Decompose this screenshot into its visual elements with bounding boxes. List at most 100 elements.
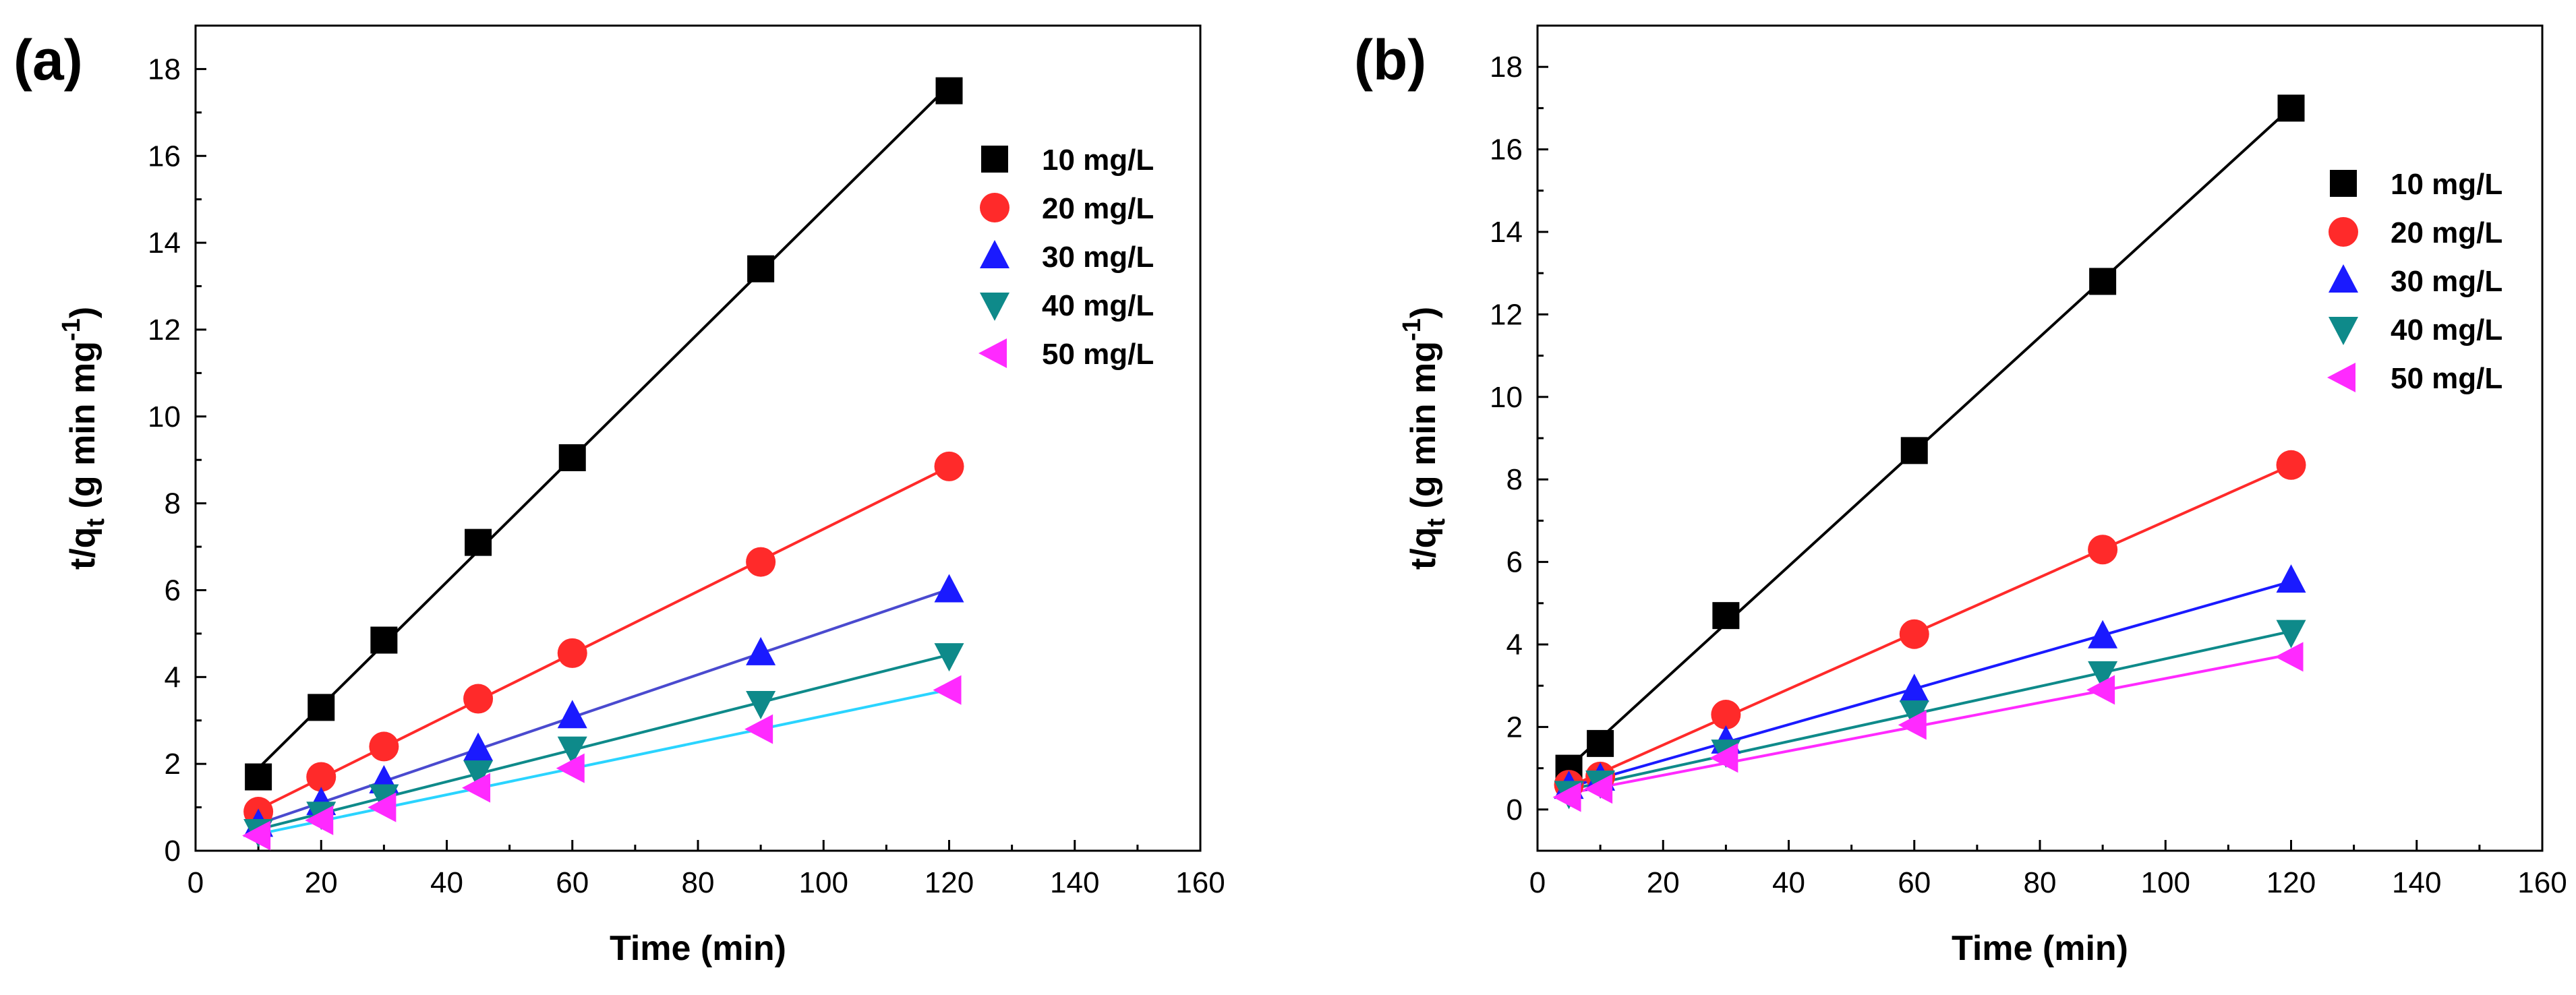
data-point-series-2 — [557, 638, 587, 668]
y-tick-label: 10 — [1490, 381, 1523, 414]
y-tick-label: 8 — [165, 487, 181, 520]
x-tick-label: 100 — [799, 866, 848, 899]
data-point-series-3 — [463, 732, 494, 761]
data-point-series-1 — [1587, 729, 1614, 757]
y-axis-title-unit: (g min mg — [1404, 341, 1443, 518]
y-axis-title-close: ) — [1404, 307, 1443, 318]
fit-line-series-3 — [258, 588, 950, 826]
legend-label: 10 mg/L — [2391, 168, 2502, 201]
data-point-series-4 — [746, 690, 776, 719]
y-axis-title-superscript: -1 — [57, 318, 86, 341]
data-point-series-3 — [746, 636, 776, 665]
legend-marker — [981, 146, 1008, 173]
x-tick-label: 0 — [1529, 866, 1546, 899]
data-point-series-5 — [933, 675, 962, 705]
legend-label: 50 mg/L — [2391, 362, 2502, 395]
x-axis-title: Time (min) — [1952, 929, 2128, 968]
y-tick-label: 10 — [148, 400, 181, 433]
y-tick-label: 4 — [165, 661, 181, 694]
data-point-series-1 — [465, 529, 492, 556]
x-axis-title: Time (min) — [610, 929, 786, 968]
legend-label: 40 mg/L — [1042, 289, 1154, 322]
legend-marker — [980, 293, 1009, 321]
y-axis-title-main: t/q — [1404, 527, 1443, 570]
fit-line-series-3 — [1569, 580, 2292, 789]
y-tick-label: 6 — [1506, 546, 1523, 579]
data-point-series-4 — [369, 784, 399, 813]
data-point-series-2 — [1899, 619, 1929, 649]
y-tick-label: 2 — [1506, 711, 1523, 744]
x-tick-label: 80 — [682, 866, 715, 899]
data-point-series-2 — [934, 451, 964, 481]
data-point-series-2 — [746, 547, 776, 577]
y-tick-label: 6 — [165, 574, 181, 607]
data-point-series-5 — [305, 805, 334, 835]
fit-line-series-5 — [258, 688, 949, 836]
fit-line-series-2 — [258, 465, 950, 811]
data-point-series-3 — [934, 574, 964, 603]
fit-line-series-1 — [1568, 107, 2292, 768]
y-axis-title: t/qt (g min mg-1) — [1398, 307, 1451, 570]
data-point-series-4 — [557, 736, 587, 765]
legend-label: 50 mg/L — [1042, 338, 1154, 371]
legend-label: 20 mg/L — [2391, 216, 2502, 249]
fit-line-series-1 — [257, 84, 950, 770]
x-tick-label: 100 — [2141, 866, 2190, 899]
y-tick-label: 18 — [1490, 51, 1523, 84]
fit-line-series-2 — [1568, 464, 2292, 789]
data-point-series-2 — [463, 684, 494, 714]
x-tick-label: 60 — [1898, 866, 1931, 899]
y-axis-title: t/qt (g min mg-1) — [57, 307, 110, 570]
y-axis-title-subscript: t — [1422, 518, 1451, 527]
data-point-series-5 — [2275, 642, 2304, 672]
data-point-series-4 — [2276, 620, 2306, 649]
data-point-series-2 — [1711, 700, 1741, 730]
y-tick-label: 4 — [1506, 628, 1523, 661]
data-point-series-3 — [557, 700, 587, 729]
data-point-series-3 — [2088, 620, 2118, 649]
y-tick-label: 0 — [165, 835, 181, 868]
panel-label: (b) — [1354, 28, 1426, 92]
y-tick-label: 14 — [148, 227, 181, 260]
x-tick-label: 120 — [925, 866, 974, 899]
panel-a: 0 20 40 60 80 100 120 140 160 0 2 4 6 8 10 12 14 16 18 Time… — [13, 24, 1225, 968]
panel-label: (a) — [13, 28, 83, 92]
legend-label: 40 mg/L — [2391, 313, 2502, 346]
x-tick-label: 60 — [556, 866, 589, 899]
data-point-series-1 — [308, 694, 335, 721]
data-point-series-1 — [935, 77, 963, 104]
data-point-series-5 — [1552, 782, 1581, 812]
data-point-series-4 — [1899, 700, 1929, 729]
data-point-series-5 — [462, 773, 491, 803]
y-tick-label: 16 — [1490, 133, 1523, 167]
y-axis-title-close: ) — [63, 307, 103, 318]
x-tick-label: 20 — [305, 866, 338, 899]
legend-marker — [2329, 317, 2358, 345]
y-axis-title-main: t/q — [63, 527, 103, 570]
legend-marker — [980, 193, 1009, 222]
data-point-series-2 — [306, 762, 336, 792]
legend-marker — [2330, 170, 2357, 197]
y-tick-label: 8 — [1506, 463, 1523, 496]
data-point-series-1 — [558, 444, 586, 471]
y-tick-label: 16 — [148, 140, 181, 173]
data-point-series-5 — [1584, 774, 1613, 804]
x-tick-label: 160 — [2517, 866, 2567, 899]
data-point-series-3 — [2276, 564, 2306, 593]
legend-label: 20 mg/L — [1042, 192, 1154, 225]
x-tick-label: 120 — [2266, 866, 2316, 899]
data-point-series-5 — [744, 714, 773, 744]
data-point-series-1 — [2277, 94, 2305, 122]
x-tick-label: 40 — [430, 866, 463, 899]
panel-b: 0 20 40 60 80 100 120 140 160 0 2 4 6 8 10 12 14 16 18 Time… — [1354, 24, 2567, 968]
data-point-series-5 — [1709, 743, 1738, 773]
data-point-series-5 — [1898, 710, 1927, 740]
data-point-series-1 — [1712, 602, 1740, 630]
legend-label: 30 mg/L — [1042, 241, 1154, 274]
legend-label: 30 mg/L — [2391, 265, 2502, 298]
y-tick-label: 0 — [1506, 793, 1523, 826]
data-point-series-4 — [463, 760, 494, 789]
x-tick-label: 140 — [1050, 866, 1099, 899]
y-tick-label: 14 — [1490, 216, 1523, 249]
